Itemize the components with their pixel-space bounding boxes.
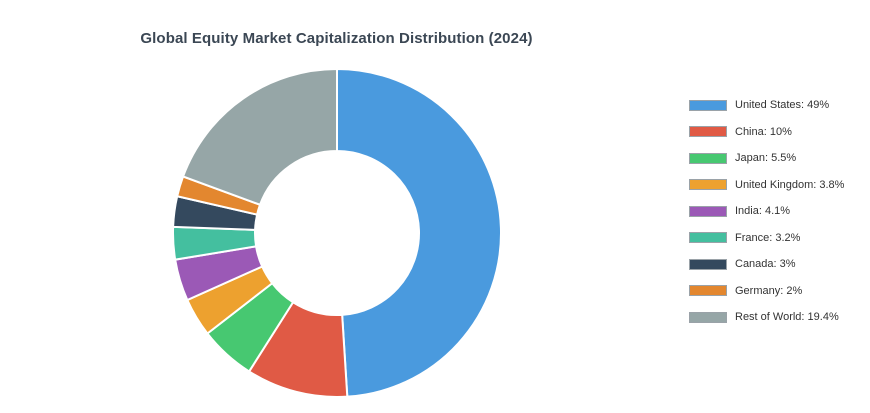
legend-swatch — [689, 232, 727, 244]
pie-slice-rest-of-world[interactable] — [181, 67, 338, 207]
legend-item-united-states[interactable]: United States: 49% — [689, 92, 864, 119]
legend-swatch — [689, 126, 727, 138]
legend-item-japan[interactable]: Japan: 5.5% — [689, 145, 864, 172]
legend-label: France: 3.2% — [735, 231, 801, 244]
legend-item-united-kingdom[interactable]: United Kingdom: 3.8% — [689, 172, 864, 199]
legend-swatch — [689, 99, 727, 111]
legend-label: United Kingdom: 3.8% — [735, 178, 845, 191]
legend-item-germany[interactable]: Germany: 2% — [689, 278, 864, 305]
legend-swatch — [689, 205, 727, 217]
legend-label: Japan: 5.5% — [735, 152, 797, 165]
legend-swatch — [689, 179, 727, 191]
legend-item-france[interactable]: France: 3.2% — [689, 225, 864, 252]
legend-label: Canada: 3% — [735, 258, 796, 271]
legend-swatch — [689, 258, 727, 270]
legend-swatch — [689, 311, 727, 323]
legend-label: United States: 49% — [735, 99, 830, 112]
legend-label: Germany: 2% — [735, 284, 803, 297]
legend-label: India: 4.1% — [735, 205, 791, 218]
pie-slice-united-states[interactable] — [336, 67, 502, 398]
legend-swatch — [689, 285, 727, 297]
legend-item-india[interactable]: India: 4.1% — [689, 198, 864, 225]
legend-item-rest-of-world[interactable]: Rest of World: 19.4% — [689, 304, 864, 331]
chart-legend: United States: 49% China: 10% Japan: 5.5% U… — [689, 92, 864, 331]
legend-label: Rest of World: 19.4% — [735, 311, 839, 324]
legend-item-china[interactable]: China: 10% — [689, 119, 864, 146]
chart-title: Global Equity Market Capitalization Dist… — [140, 30, 533, 47]
legend-item-canada[interactable]: Canada: 3% — [689, 251, 864, 278]
legend-swatch — [689, 152, 727, 164]
donut-chart — [172, 67, 502, 398]
legend-label: China: 10% — [735, 125, 792, 138]
